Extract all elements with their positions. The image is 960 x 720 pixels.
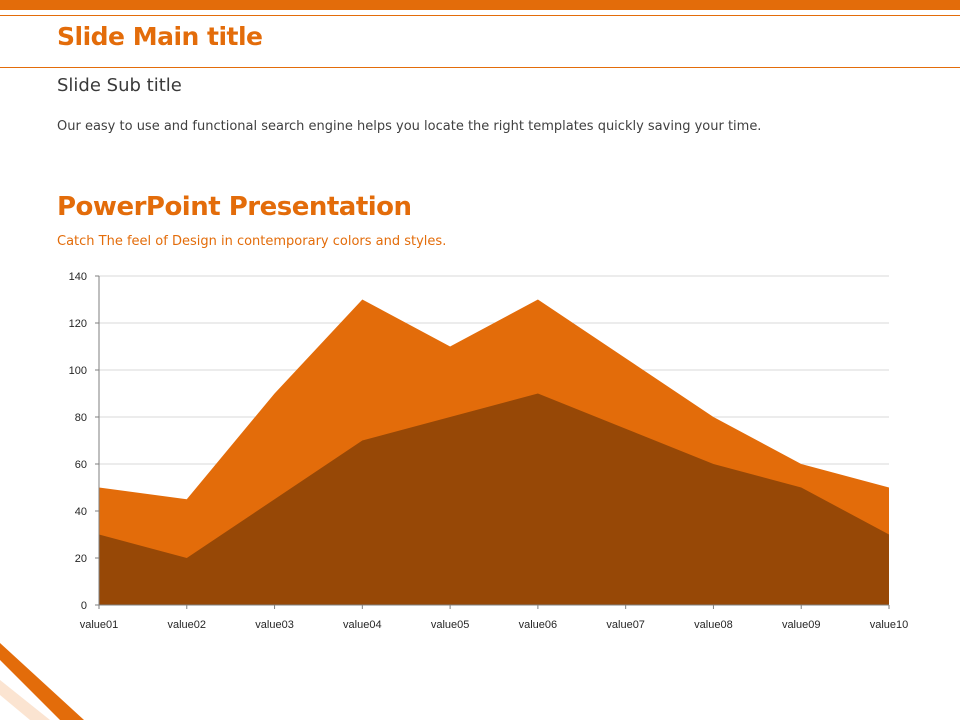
slide-main-title: Slide Main title	[57, 22, 263, 51]
section-subtitle: Catch The feel of Design in contemporary…	[57, 234, 447, 249]
x-tick-label: value04	[343, 619, 382, 631]
slide-body-text: Our easy to use and functional search en…	[57, 119, 762, 134]
series-area-2	[99, 393, 889, 605]
x-tick-label: value03	[255, 619, 294, 631]
x-tick-label: value08	[694, 619, 733, 631]
y-tick-label: 60	[75, 459, 87, 471]
y-tick-label: 100	[69, 365, 87, 377]
x-tick-label: value10	[870, 619, 909, 631]
x-tick-label: value02	[168, 619, 207, 631]
y-tick-label: 20	[75, 553, 87, 565]
x-tick-label: value09	[782, 619, 821, 631]
top-accent-line	[0, 15, 960, 16]
x-tick-label: value06	[519, 619, 558, 631]
y-tick-label: 120	[69, 318, 87, 330]
x-tick-label: value01	[80, 619, 119, 631]
top-accent-bar	[0, 0, 960, 10]
x-tick-label: value07	[606, 619, 645, 631]
section-title: PowerPoint Presentation	[57, 192, 412, 222]
x-tick-label: value05	[431, 619, 470, 631]
y-tick-label: 40	[75, 506, 87, 518]
y-tick-label: 140	[69, 271, 87, 283]
y-tick-label: 80	[75, 412, 87, 424]
slide-sub-title: Slide Sub title	[57, 75, 182, 96]
title-divider	[0, 67, 960, 68]
y-tick-label: 0	[81, 600, 87, 612]
